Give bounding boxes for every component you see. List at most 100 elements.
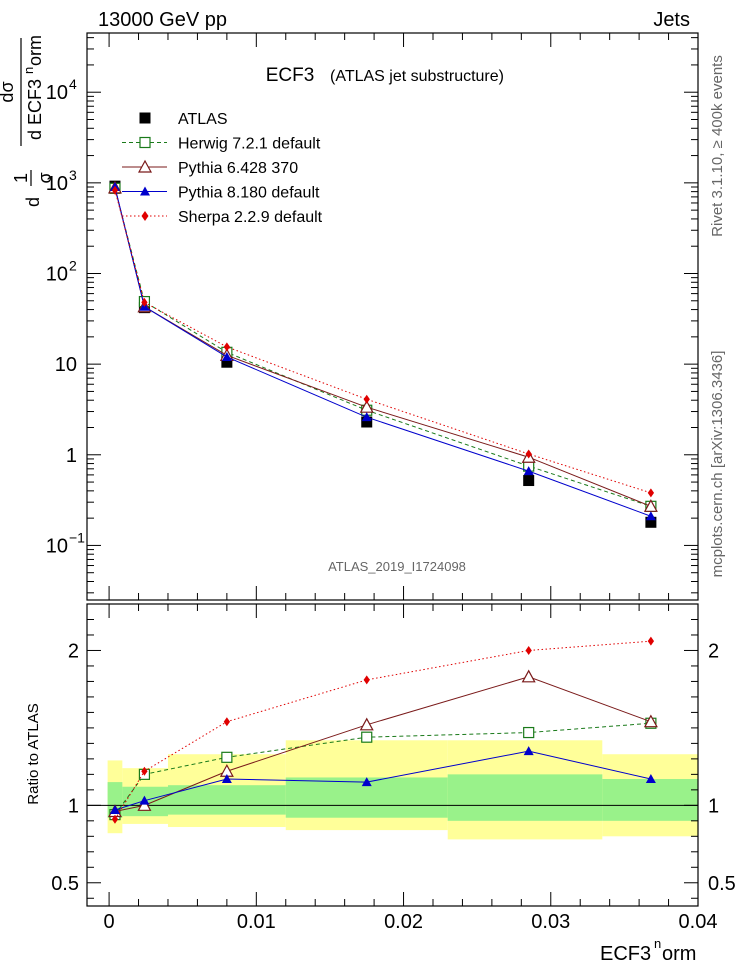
data-point bbox=[361, 412, 372, 422]
ylabel-dsigma: dσ bbox=[0, 81, 17, 102]
header-left: 13000 GeV pp bbox=[98, 9, 227, 31]
ratio-y-tick-label-right: 1 bbox=[708, 795, 719, 817]
y-tick-label-exponent: −1 bbox=[69, 529, 85, 545]
xlabel-rest: orm bbox=[662, 943, 696, 965]
data-point bbox=[523, 466, 534, 476]
series-pythia-8-180-default bbox=[109, 182, 656, 521]
legend-label: Sherpa 2.2.9 default bbox=[178, 209, 323, 226]
y-tick-label-exponent: 4 bbox=[69, 76, 77, 92]
ratio-point bbox=[111, 814, 119, 824]
main-frame bbox=[86, 32, 699, 601]
series-line bbox=[114, 186, 652, 517]
xlabel-sup: n bbox=[654, 936, 661, 951]
x-tick-label: 0 bbox=[104, 911, 115, 933]
ratio-point bbox=[521, 669, 536, 683]
ratio-point bbox=[141, 766, 148, 776]
ylabel-one: 1 bbox=[11, 173, 31, 183]
stat-uncertainty-band bbox=[447, 774, 603, 821]
ratio-point bbox=[361, 777, 372, 787]
ratio-frame bbox=[86, 603, 699, 907]
y-tick-label: 10 bbox=[46, 263, 68, 285]
header-right: Jets bbox=[653, 9, 690, 31]
x-tick-label: 0.01 bbox=[237, 911, 276, 933]
data-point bbox=[111, 185, 119, 195]
data-point bbox=[361, 416, 373, 428]
ylabel-orm: orm bbox=[25, 35, 45, 66]
ratio-y-tick-label: 2 bbox=[68, 640, 79, 662]
ratio-point bbox=[645, 774, 656, 784]
ratio-series-sherpa-2-2-9-default bbox=[111, 636, 655, 824]
x-tick-label: 0.04 bbox=[679, 911, 718, 933]
ylabel-sup: n bbox=[21, 67, 36, 74]
legend-label: Pythia 8.180 default bbox=[178, 185, 320, 202]
ratio-point bbox=[523, 726, 535, 739]
data-point bbox=[525, 449, 532, 459]
series-line bbox=[114, 187, 652, 507]
legend-marker bbox=[139, 136, 151, 149]
legend-marker bbox=[137, 159, 153, 173]
legend-label: Pythia 6.428 370 bbox=[178, 160, 298, 177]
legend-label: Herwig 7.2.1 default bbox=[178, 136, 321, 153]
main-panel: ECF3 (ATLAS jet substructure) ATLAS_2019… bbox=[46, 32, 699, 601]
mcplots-label: mcplots.cern.ch [arXiv:1306.3436] bbox=[709, 351, 726, 578]
y-tick-label: 10 bbox=[46, 173, 68, 195]
data-point bbox=[363, 394, 370, 404]
y-tick-label: 10 bbox=[46, 535, 68, 557]
ratio-y-tick-label: 1 bbox=[68, 795, 79, 817]
ylabel-dvar: d ECF3 bbox=[25, 79, 45, 140]
ratio-point bbox=[137, 798, 152, 811]
ratio-point bbox=[525, 645, 532, 655]
legend-marker bbox=[139, 112, 151, 124]
ratio-series-pythia-8-180-default bbox=[109, 746, 656, 814]
series-herwig-7-2-1-default bbox=[109, 182, 657, 512]
ratio-point bbox=[139, 795, 150, 805]
analysis-label: ATLAS_2019_I1724098 bbox=[328, 559, 466, 574]
x-tick-label: 0.02 bbox=[384, 911, 423, 933]
ratio-point bbox=[361, 731, 373, 743]
legend-label: ATLAS bbox=[178, 111, 228, 128]
data-point bbox=[221, 351, 232, 361]
series-line bbox=[114, 190, 652, 494]
data-point bbox=[221, 356, 233, 368]
ratio-point bbox=[523, 746, 534, 756]
ratio-point bbox=[221, 751, 233, 763]
main-subtitle: (ATLAS jet substructure) bbox=[330, 68, 504, 85]
legend-marker bbox=[141, 211, 149, 221]
data-point bbox=[141, 297, 148, 307]
data-point bbox=[645, 511, 656, 521]
y-tick-label: 10 bbox=[55, 354, 77, 376]
y-tick-label-exponent: 3 bbox=[69, 167, 77, 183]
ylabel-d: d bbox=[23, 197, 43, 207]
ratio-y-tick-label-right: 0.5 bbox=[708, 873, 736, 895]
main-ylabel: 1 σ d dσ d ECF3 n orm bbox=[0, 35, 55, 207]
data-point bbox=[223, 342, 231, 352]
ratio-panel: 0.5 0.5 1 1 2 2 0 0.01 0.02 0.03 0.04 bbox=[51, 603, 736, 933]
series-pythia-6-428-370 bbox=[107, 180, 658, 512]
legend: ATLAS Herwig 7.2.1 default Pythia 6.428 37… bbox=[122, 111, 323, 226]
y-tick-label: 1 bbox=[66, 445, 77, 467]
ratio-point bbox=[221, 774, 232, 784]
ratio-point bbox=[109, 804, 120, 814]
ratio-line bbox=[114, 750, 651, 811]
ratio-y-tick-label-right: 2 bbox=[708, 640, 719, 662]
data-point bbox=[523, 475, 535, 487]
y-tick-label-exponent: 2 bbox=[69, 257, 77, 273]
data-point bbox=[647, 488, 655, 498]
ratio-point bbox=[223, 717, 231, 727]
xlabel-base: ECF3 bbox=[600, 943, 651, 965]
rivet-label: Rivet 3.1.10, ≥ 400k events bbox=[709, 55, 726, 237]
ratio-line bbox=[114, 722, 651, 815]
series-line bbox=[114, 188, 652, 507]
ratio-point bbox=[647, 636, 655, 646]
stat-uncertainty-band bbox=[167, 785, 286, 815]
xlabel: ECF3 n orm bbox=[600, 936, 696, 965]
ylabel-sigma: σ bbox=[35, 172, 55, 183]
series-sherpa-2-2-9-default bbox=[111, 185, 655, 498]
ratio-point bbox=[643, 714, 658, 728]
y-tick-label: 10 bbox=[46, 82, 68, 104]
legend-marker bbox=[140, 186, 150, 196]
ratio-point bbox=[359, 717, 374, 731]
main-title: ECF3 bbox=[266, 65, 315, 86]
x-tick-label: 0.03 bbox=[531, 911, 570, 933]
